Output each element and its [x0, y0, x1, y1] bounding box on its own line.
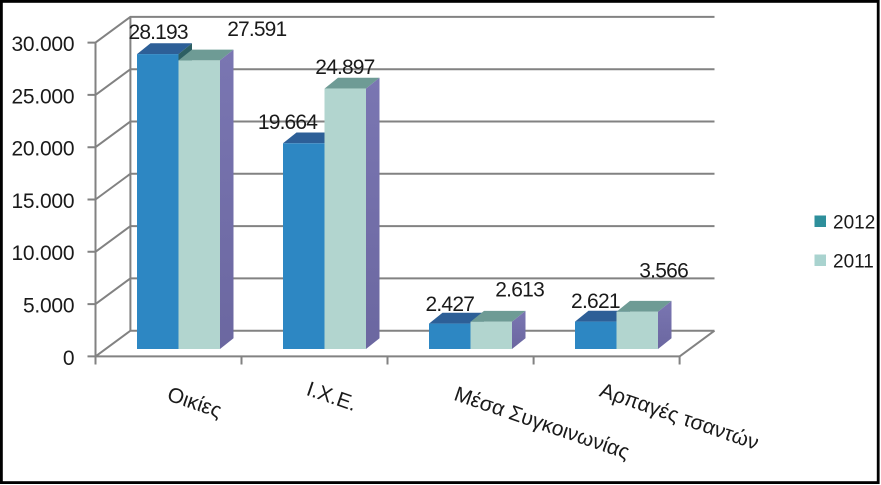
svg-text:2.621: 2.621: [571, 290, 621, 313]
svg-text:3.566: 3.566: [639, 260, 689, 283]
svg-text:2011: 2011: [833, 251, 874, 272]
svg-text:2.613: 2.613: [495, 279, 545, 302]
svg-text:19.664: 19.664: [258, 111, 318, 134]
svg-text:2.427: 2.427: [425, 293, 475, 316]
svg-text:24.897: 24.897: [315, 56, 375, 79]
svg-text:20.000: 20.000: [12, 138, 75, 161]
svg-text:28.193: 28.193: [129, 21, 189, 44]
svg-text:2012: 2012: [833, 213, 875, 234]
svg-text:0: 0: [63, 347, 75, 370]
svg-text:5.000: 5.000: [23, 295, 75, 318]
svg-text:10.000: 10.000: [12, 242, 75, 265]
svg-text:15.000: 15.000: [12, 190, 75, 213]
svg-text:30.000: 30.000: [12, 33, 75, 56]
svg-text:27.591: 27.591: [227, 18, 287, 41]
svg-text:25.000: 25.000: [12, 85, 75, 108]
